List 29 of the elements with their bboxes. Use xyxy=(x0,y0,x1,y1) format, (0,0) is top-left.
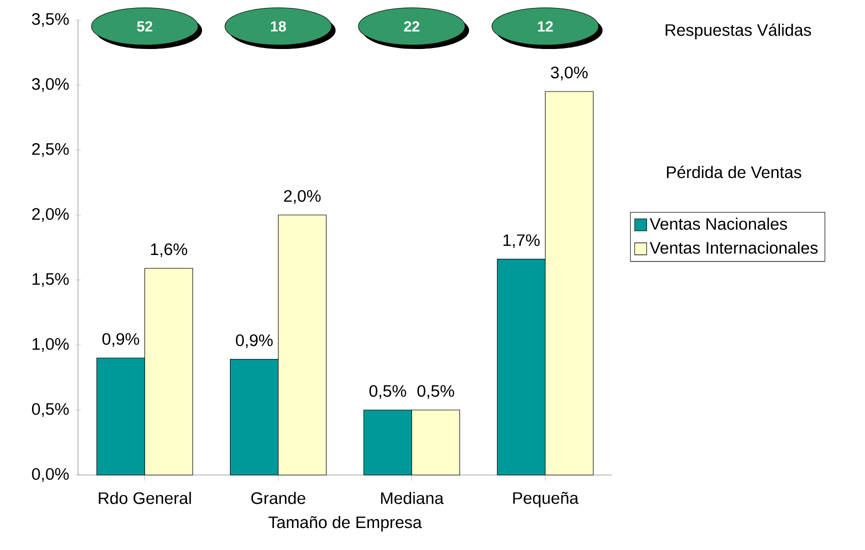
y-tick-label: 3,0% xyxy=(32,78,69,92)
data-label: 0,9% xyxy=(236,334,273,348)
annotation: 52 xyxy=(137,21,152,32)
legend-label: Ventas Nacionales xyxy=(650,218,788,230)
annotation: 22 xyxy=(404,21,420,32)
data-label: 2,0% xyxy=(284,190,321,204)
annotation: 12 xyxy=(538,21,553,32)
data-label: 0,9% xyxy=(102,333,140,347)
y-tick-label: 0,0% xyxy=(32,468,69,482)
y-tick-label: 1,0% xyxy=(32,338,69,352)
x-tick-label: Rdo General xyxy=(98,492,191,504)
legend-label: Ventas Internacionales xyxy=(650,242,818,254)
y-tick-label: 2,0% xyxy=(32,208,69,222)
data-label: 0,5% xyxy=(369,385,406,399)
legend-title: Pérdida de Ventas xyxy=(666,166,802,178)
annotation: 18 xyxy=(271,21,286,32)
y-tick-label: 0,5% xyxy=(32,403,69,417)
x-tick-label: Pequeña xyxy=(513,492,579,508)
data-label: 1,7% xyxy=(504,234,540,248)
x-tick-label: Grande xyxy=(251,492,306,504)
data-label: 1,6% xyxy=(151,243,188,258)
x-axis-title: Tamaño de Empresa xyxy=(268,516,422,532)
data-label: 3,0% xyxy=(550,66,588,80)
y-tick-label: 2,5% xyxy=(32,143,69,157)
y-tick-label: 3,5% xyxy=(32,13,69,27)
x-tick-label: Mediana xyxy=(381,492,444,504)
text: Respuestas Válidas xyxy=(666,24,812,40)
data-label: 0,5% xyxy=(417,385,454,399)
y-tick-label: 1,5% xyxy=(32,273,69,287)
